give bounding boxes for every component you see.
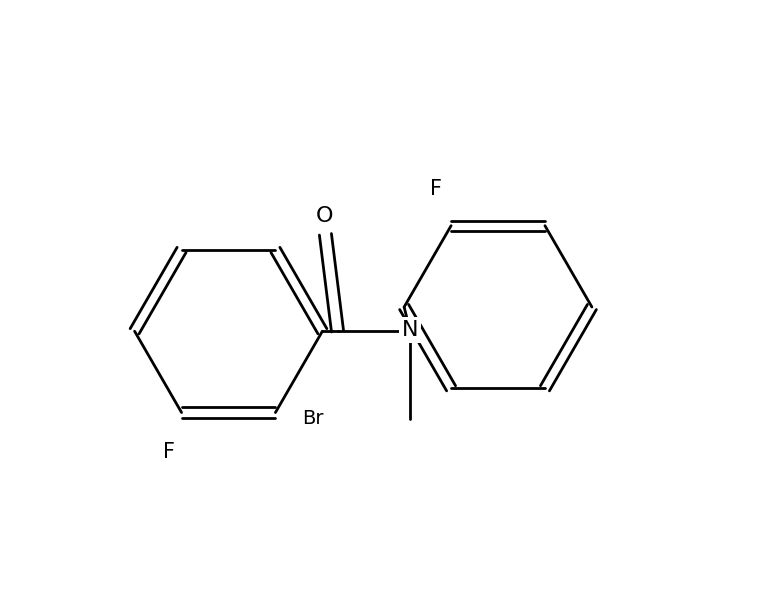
Text: Br: Br — [302, 409, 324, 428]
Text: N: N — [402, 320, 419, 340]
Text: F: F — [430, 179, 442, 200]
Text: O: O — [315, 206, 333, 226]
Text: F: F — [163, 442, 176, 462]
